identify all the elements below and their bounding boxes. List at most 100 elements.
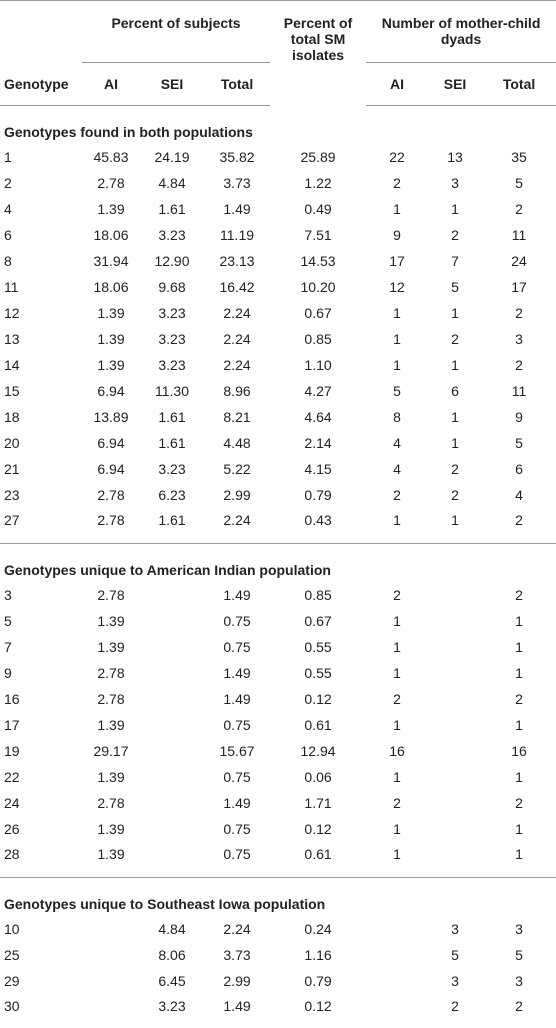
genotype-cell: 12 xyxy=(4,304,20,321)
value-cell: 1 xyxy=(393,330,401,347)
value-cell: 9 xyxy=(393,226,401,243)
value-cell: 6.23 xyxy=(158,486,186,503)
value-cell: 0.67 xyxy=(304,304,332,321)
data-row: 24 2.78 1.49 1.71 2 2 xyxy=(0,790,556,816)
value-cell xyxy=(140,660,204,686)
value-cell: 1.61 xyxy=(158,408,186,425)
value-cell: 2 xyxy=(451,226,459,243)
genotype-cell: 18 xyxy=(4,408,20,425)
value-cell: 1.49 xyxy=(223,586,251,603)
value-cell: 0.43 xyxy=(304,511,332,528)
value-cell: 1.10 xyxy=(304,356,332,373)
value-cell: 1 xyxy=(515,612,523,629)
value-cell xyxy=(140,738,204,764)
value-cell: 1.49 xyxy=(223,664,251,681)
value-cell: 0.79 xyxy=(304,972,332,989)
value-cell xyxy=(428,816,482,842)
value-cell: 13.89 xyxy=(93,408,129,425)
value-cell: 3.23 xyxy=(158,330,186,347)
genotype-cell: 17 xyxy=(4,716,20,733)
genotype-cell: 28 xyxy=(4,845,20,862)
value-cell: 1 xyxy=(515,768,523,785)
value-cell xyxy=(428,686,482,712)
data-row: 14 1.39 3.23 2.24 1.10 1 1 2 xyxy=(0,352,556,378)
value-cell: 1.39 xyxy=(97,845,125,862)
genotype-cell: 23 xyxy=(4,486,20,503)
genotype-cell: 7 xyxy=(4,638,12,655)
value-cell: 0.85 xyxy=(304,330,332,347)
value-cell: 2.78 xyxy=(97,664,125,681)
value-cell: 4.84 xyxy=(158,920,186,937)
genotype-cell: 24 xyxy=(4,794,20,811)
value-cell: 14.53 xyxy=(300,252,336,269)
value-cell: 2.99 xyxy=(223,972,251,989)
value-cell: 3.23 xyxy=(158,226,186,243)
value-cell: 0.75 xyxy=(223,845,251,862)
column-header: AI xyxy=(366,62,429,106)
value-cell xyxy=(140,686,204,712)
value-cell xyxy=(140,842,204,878)
value-cell: 12 xyxy=(389,278,405,295)
value-cell: 1 xyxy=(393,716,401,733)
header-spacer xyxy=(0,1,82,63)
value-cell: 1 xyxy=(451,356,459,373)
value-cell xyxy=(428,582,482,608)
value-cell: 2 xyxy=(451,330,459,347)
data-row: 21 6.94 3.23 5.22 4.15 4 2 6 xyxy=(0,456,556,482)
value-cell: 5 xyxy=(451,278,459,295)
value-cell: 24.19 xyxy=(154,148,190,165)
value-cell: 4.64 xyxy=(304,408,332,425)
data-row: 9 2.78 1.49 0.55 1 1 xyxy=(0,660,556,686)
value-cell: 2.24 xyxy=(223,511,251,528)
value-cell: 2.24 xyxy=(223,920,251,937)
value-cell: 8.06 xyxy=(158,946,186,963)
value-cell: 1.49 xyxy=(223,997,251,1014)
value-cell: 1.39 xyxy=(97,304,125,321)
value-cell: 24 xyxy=(511,252,527,269)
value-cell: 12.90 xyxy=(154,252,190,269)
value-cell xyxy=(366,968,428,994)
genotype-cell: 16 xyxy=(4,690,20,707)
value-cell xyxy=(428,634,482,660)
data-row: 6 18.06 3.23 11.19 7.51 9 2 11 xyxy=(0,222,556,248)
value-cell: 1 xyxy=(393,820,401,837)
value-cell: 1.39 xyxy=(97,200,125,217)
value-cell: 2 xyxy=(515,200,523,217)
value-cell: 9.68 xyxy=(158,278,186,295)
value-cell: 25.89 xyxy=(300,148,336,165)
value-cell: 1.61 xyxy=(158,434,186,451)
data-row: 13 1.39 3.23 2.24 0.85 1 2 3 xyxy=(0,326,556,352)
value-cell: 0.85 xyxy=(304,586,332,603)
value-cell: 2 xyxy=(451,997,459,1014)
value-cell: 2.78 xyxy=(97,690,125,707)
value-cell: 31.94 xyxy=(93,252,129,269)
value-cell: 3.23 xyxy=(158,356,186,373)
value-cell: 2 xyxy=(451,460,459,477)
value-cell: 0.67 xyxy=(304,612,332,629)
value-cell: 9 xyxy=(515,408,523,425)
value-cell: 23.13 xyxy=(219,252,255,269)
value-cell: 1.49 xyxy=(223,794,251,811)
value-cell: 2.78 xyxy=(97,511,125,528)
value-cell: 3.73 xyxy=(223,946,251,963)
data-row: 11 18.06 9.68 16.42 10.20 12 5 17 xyxy=(0,274,556,300)
value-cell: 1 xyxy=(393,845,401,862)
genotype-cell: 11 xyxy=(4,278,19,295)
value-cell: 6 xyxy=(515,460,523,477)
value-cell: 0.55 xyxy=(304,638,332,655)
value-cell: 45.83 xyxy=(93,148,129,165)
data-row: 2 2.78 4.84 3.73 1.22 2 3 5 xyxy=(0,170,556,196)
value-cell: 1 xyxy=(515,664,523,681)
group-header: Percent of total SM isolates xyxy=(283,15,353,63)
value-cell: 2 xyxy=(515,356,523,373)
column-header: Total xyxy=(482,62,556,106)
value-cell: 5.22 xyxy=(223,460,251,477)
value-cell: 2 xyxy=(393,174,401,191)
value-cell: 2.14 xyxy=(304,434,332,451)
value-cell: 0.55 xyxy=(304,664,332,681)
value-cell: 11 xyxy=(511,382,527,399)
value-cell: 1.39 xyxy=(97,612,125,629)
value-cell: 4 xyxy=(393,434,401,451)
value-cell: 0.12 xyxy=(304,690,332,707)
value-cell: 5 xyxy=(451,946,459,963)
